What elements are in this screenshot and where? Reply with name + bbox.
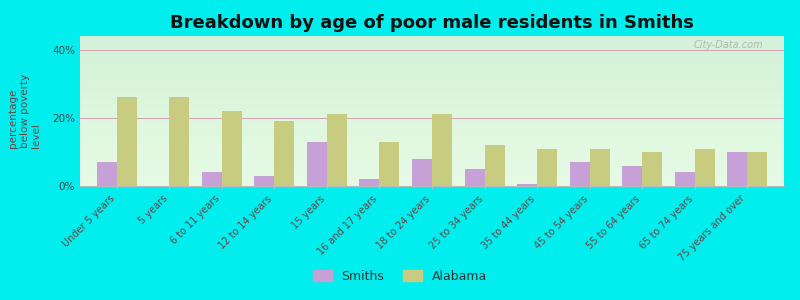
Bar — [590, 148, 610, 186]
Bar — [274, 121, 294, 186]
Bar — [379, 142, 399, 186]
Bar — [517, 184, 537, 186]
Bar — [170, 98, 190, 186]
Bar — [485, 145, 505, 186]
Bar — [674, 172, 694, 186]
Bar — [327, 114, 347, 186]
Bar — [202, 172, 222, 186]
Text: percentage
below poverty
level: percentage below poverty level — [8, 74, 42, 148]
Bar — [412, 159, 432, 186]
Bar — [359, 179, 379, 186]
Bar — [537, 148, 557, 186]
Bar — [622, 166, 642, 186]
Bar — [254, 176, 274, 186]
Bar — [97, 162, 117, 186]
Bar — [747, 152, 767, 186]
Bar — [570, 162, 590, 186]
Bar — [694, 148, 714, 186]
Bar — [307, 142, 327, 186]
Text: City-Data.com: City-Data.com — [694, 40, 763, 50]
Bar — [117, 98, 137, 186]
Bar — [465, 169, 485, 186]
Title: Breakdown by age of poor male residents in Smiths: Breakdown by age of poor male residents … — [170, 14, 694, 32]
Bar — [642, 152, 662, 186]
Bar — [727, 152, 747, 186]
Bar — [432, 114, 452, 186]
Bar — [222, 111, 242, 186]
Legend: Smiths, Alabama: Smiths, Alabama — [308, 265, 492, 288]
